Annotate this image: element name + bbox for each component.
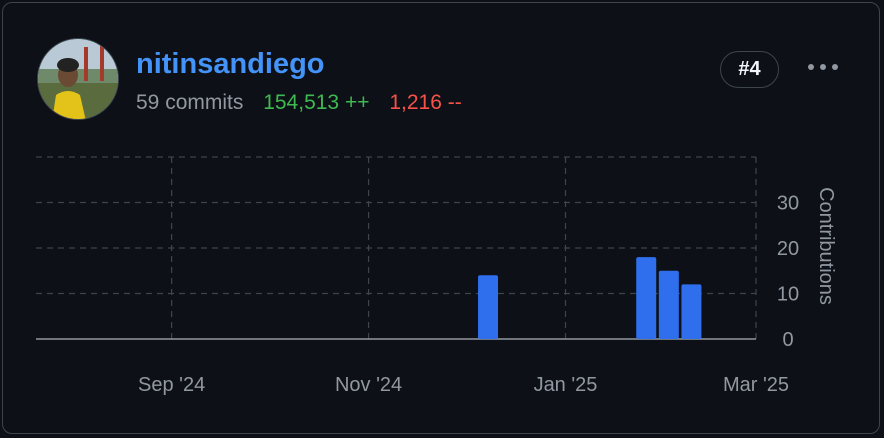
contributor-card: nitinsandiego 59 commits 154,513 ++ 1,21…: [2, 2, 880, 434]
username-link[interactable]: nitinsandiego: [136, 48, 325, 80]
contribution-bar[interactable]: [681, 284, 702, 339]
y-tick-label: 30: [777, 193, 799, 215]
x-tick-label: Sep '24: [138, 374, 205, 396]
x-tick-label: Mar '25: [723, 374, 789, 396]
x-tick-label: Nov '24: [335, 374, 402, 396]
avatar-photo: [38, 39, 118, 119]
deletions-count: 1,216 --: [389, 91, 462, 114]
y-tick-label: 0: [782, 329, 793, 351]
contribution-stats: 59 commits 154,513 ++ 1,216 --: [136, 89, 462, 117]
avatar[interactable]: [37, 38, 119, 120]
rank-badge: #4: [720, 51, 779, 88]
more-options-button[interactable]: [803, 55, 843, 79]
kebab-horizontal-icon: [808, 64, 838, 70]
contribution-bar[interactable]: [478, 275, 499, 339]
y-axis-label: Contributions: [815, 187, 837, 305]
commit-count: 59 commits: [136, 91, 244, 114]
y-tick-label: 10: [777, 284, 799, 306]
additions-count: 154,513 ++: [263, 91, 370, 114]
contribution-bar[interactable]: [636, 257, 657, 339]
x-tick-label: Jan '25: [534, 374, 598, 396]
contribution-bar[interactable]: [658, 270, 679, 339]
y-tick-label: 20: [777, 238, 799, 260]
